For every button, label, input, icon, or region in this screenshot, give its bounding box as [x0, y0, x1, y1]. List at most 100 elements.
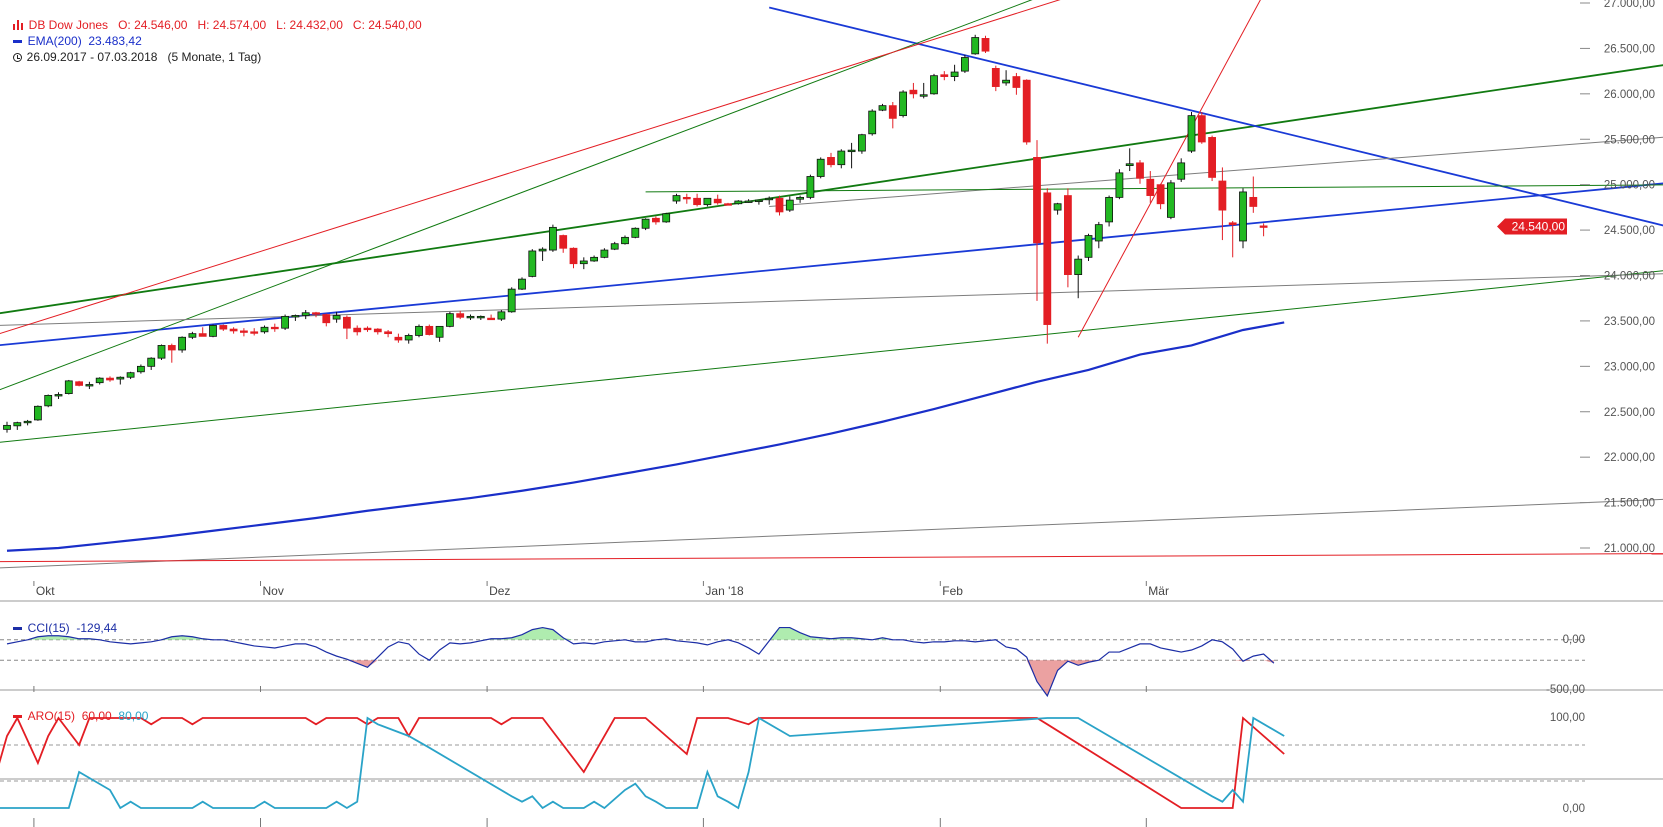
candle-body — [1053, 203, 1062, 211]
candle-body — [816, 158, 825, 177]
trendline — [769, 136, 1663, 207]
clock-icon — [12, 53, 22, 62]
x-tick-label: Nov — [263, 584, 284, 598]
candle-body — [858, 134, 866, 152]
cci-line — [6, 626, 1275, 698]
y-tick-label: 22.500,00 — [1604, 407, 1655, 419]
trendline — [0, 0, 1033, 391]
candle-body — [1208, 137, 1216, 178]
candle-body — [1197, 115, 1206, 143]
candle-body — [981, 38, 990, 52]
cci-title: CCI(15) — [27, 621, 70, 635]
candle-body — [322, 314, 331, 324]
ema-legend-swatch — [12, 40, 22, 44]
candle-body — [250, 331, 259, 334]
candle-body — [209, 325, 217, 337]
candle-body — [3, 424, 11, 430]
candle-body — [1105, 196, 1113, 223]
cci-y-label: 0,00 — [1563, 634, 1585, 646]
candle-body — [724, 203, 732, 206]
cci-y-label: -500,00 — [1546, 684, 1585, 696]
trendline — [0, 270, 1663, 443]
aroon-legend: ARO(15) 60,00 80,00 — [6, 695, 148, 723]
candle-body — [445, 313, 454, 327]
candle-body — [1259, 225, 1268, 228]
candle-body — [188, 333, 197, 338]
candle-body — [1156, 184, 1165, 205]
candle-body — [373, 328, 382, 333]
candle-body — [713, 198, 722, 204]
cci-legend-swatch — [12, 627, 22, 631]
candle-body — [425, 325, 434, 335]
ema-label: EMA(200) — [27, 34, 82, 48]
candle-body — [342, 316, 351, 329]
candle-body — [353, 327, 362, 333]
candle-body — [652, 217, 660, 223]
candle-body — [1084, 235, 1093, 258]
candle-body — [136, 365, 145, 373]
axis-layer: Okt Nov Dez Jan '18 Feb Mär 21.000,00 21.500,00… — [33, 0, 1655, 827]
candle-body — [394, 336, 403, 341]
candle-body — [755, 199, 763, 203]
candle-body — [796, 196, 804, 200]
candle-body — [167, 345, 176, 351]
candle-body — [219, 325, 228, 330]
candle-body — [260, 326, 269, 333]
y-tick-label: 24.000,00 — [1604, 271, 1655, 283]
y-tick-label: 21.500,00 — [1604, 498, 1655, 510]
y-tick-label: 22.000,00 — [1604, 452, 1655, 464]
candle-body — [559, 235, 568, 249]
candle-body — [600, 249, 609, 258]
candle-body — [44, 394, 53, 407]
last-price-tag — [1497, 218, 1567, 235]
candle-layer — [3, 34, 1268, 433]
candle-body — [1094, 224, 1103, 242]
range-detail: (5 Monate, 1 Tag) — [167, 50, 262, 64]
candle-body — [507, 288, 516, 313]
candle-body — [682, 196, 691, 200]
candle-body — [95, 377, 104, 384]
candle-body — [662, 213, 671, 223]
candle-body — [878, 105, 887, 111]
candle-body — [940, 74, 949, 77]
candle-body — [621, 236, 629, 245]
candle-body — [85, 384, 94, 387]
candle-body — [827, 157, 835, 166]
y-tick-label: 23.500,00 — [1604, 316, 1655, 328]
aroon-y-label: 100,00 — [1550, 712, 1585, 724]
candle-body — [1239, 191, 1247, 242]
candle-body — [75, 381, 83, 386]
candle-body — [23, 420, 32, 424]
ema-layer — [6, 321, 1285, 552]
x-tick-label: Feb — [942, 584, 963, 598]
candle-body — [971, 37, 980, 55]
candle-body — [1043, 192, 1052, 325]
candle-body — [899, 91, 907, 117]
candle-body — [579, 260, 588, 265]
aroon-down-line — [0, 716, 1285, 810]
candle-body — [703, 197, 712, 206]
candle-body — [270, 326, 279, 330]
candle-body — [610, 243, 619, 250]
candle-body — [157, 345, 166, 359]
y-tick-label: 25.000,00 — [1604, 180, 1655, 192]
aroon-legend-swatch — [12, 715, 22, 719]
candle-body — [147, 357, 156, 367]
y-tick-label: 26.000,00 — [1604, 89, 1655, 101]
candle-body — [930, 75, 938, 95]
candle-body — [1136, 162, 1144, 179]
candle-body — [888, 105, 897, 119]
candle-body — [456, 313, 465, 318]
instrument-name: DB Dow Jones — [28, 18, 109, 32]
candle-body — [549, 226, 557, 251]
x-tick-label: Dez — [489, 584, 510, 598]
candle-body — [1218, 180, 1227, 211]
candle-body — [1012, 76, 1021, 88]
candle-body — [13, 422, 22, 427]
candle-body — [106, 377, 114, 381]
candle-body — [991, 68, 1000, 87]
y-tick-label: 26.500,00 — [1604, 43, 1655, 55]
trendline-layer — [0, 0, 1663, 569]
candle-body — [178, 336, 187, 351]
